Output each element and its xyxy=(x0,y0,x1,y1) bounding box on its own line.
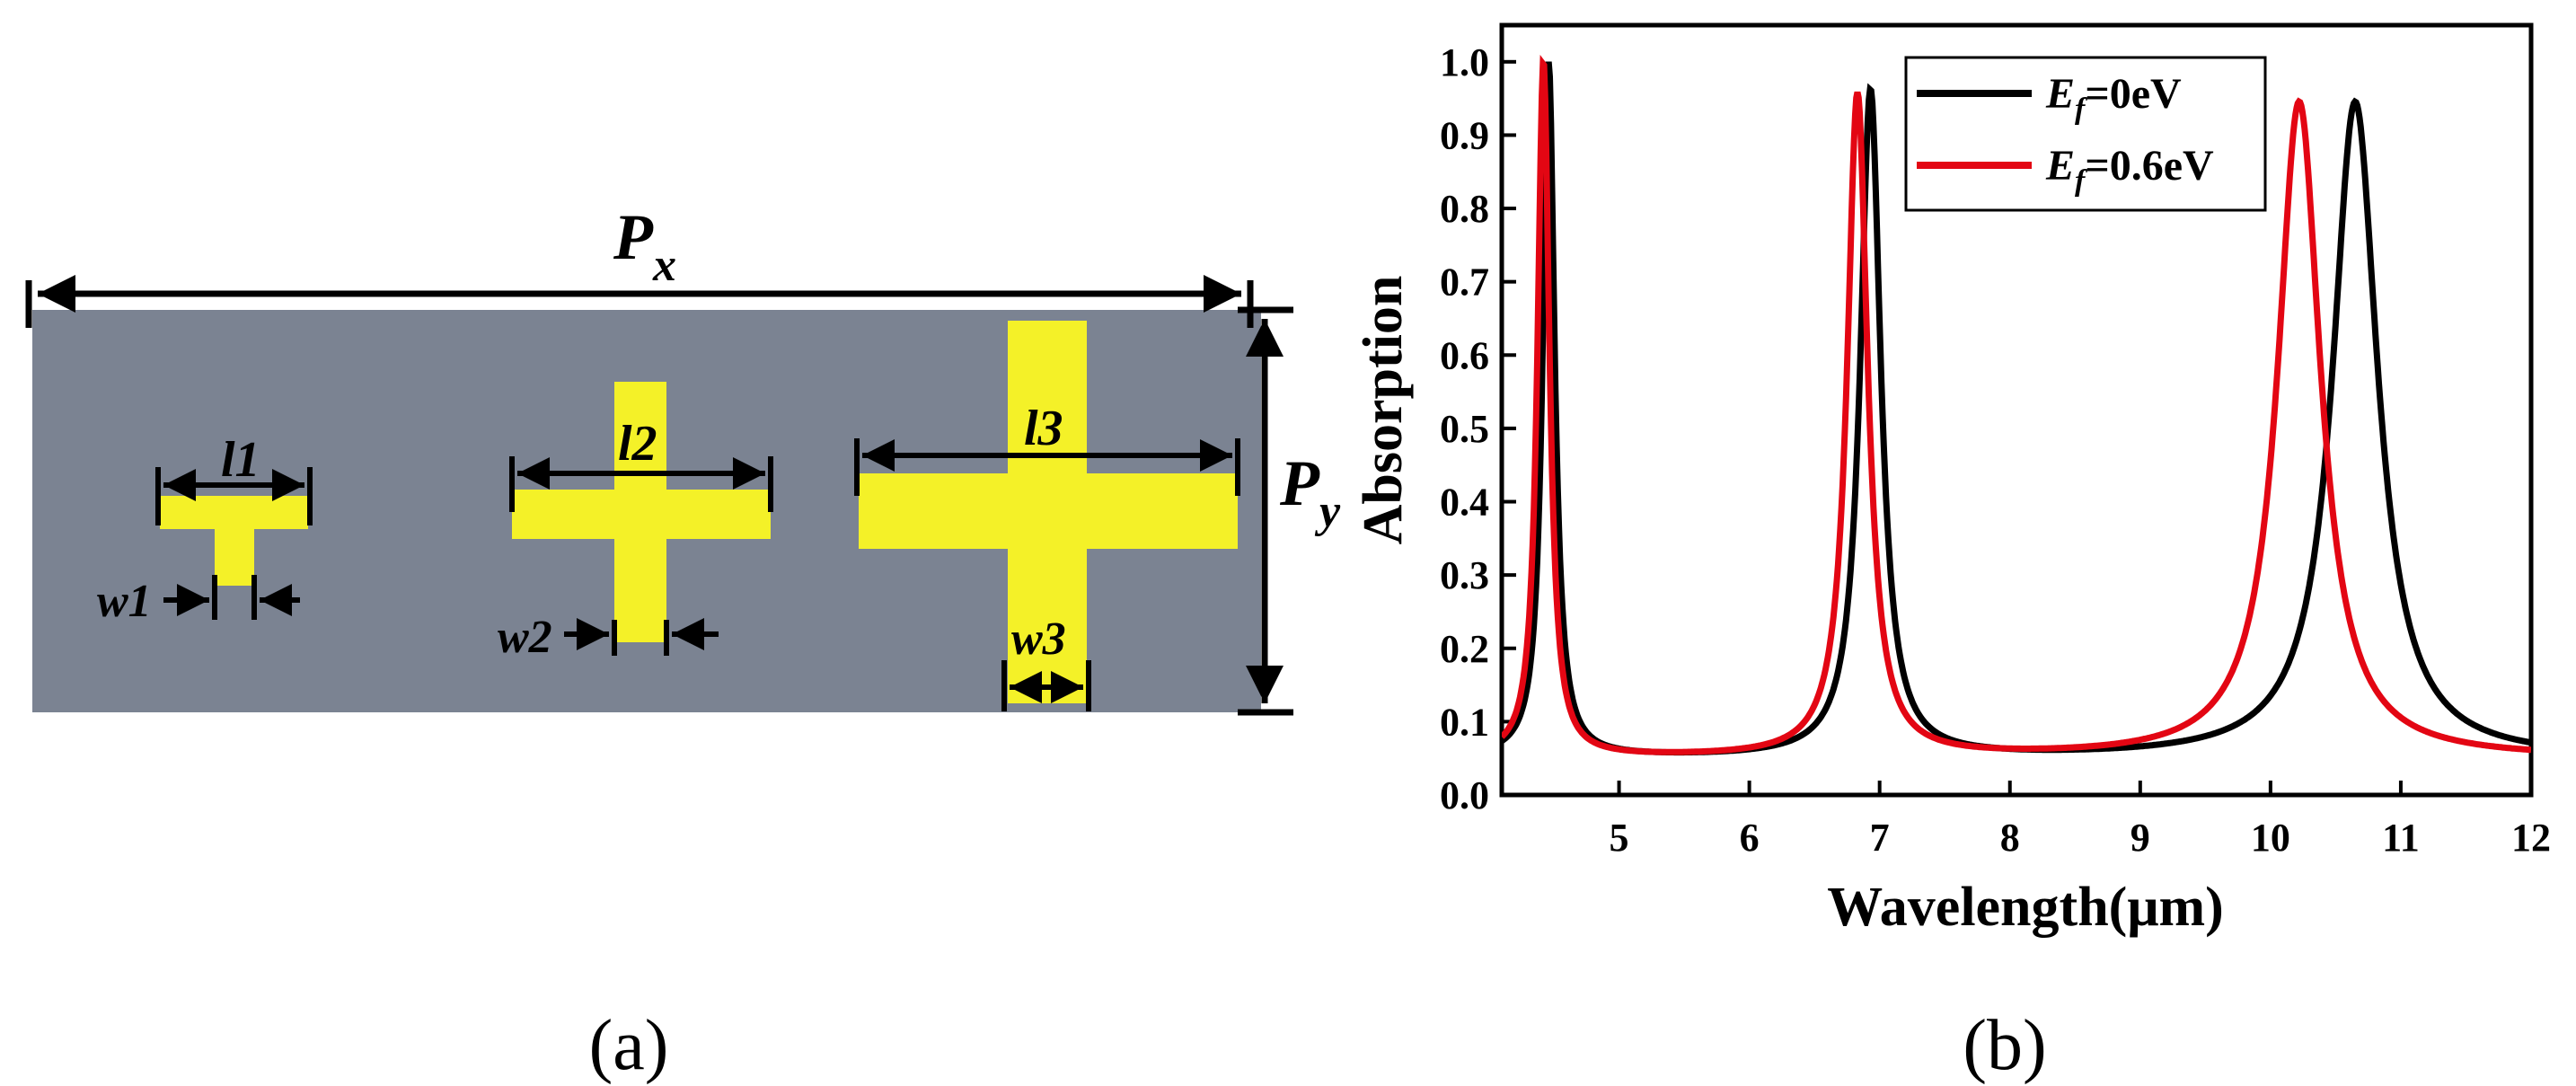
w2-dimension xyxy=(564,618,719,656)
y-tick-label: 0.2 xyxy=(1440,627,1489,671)
legend-label-1: Ef=0eV xyxy=(2045,70,2182,126)
py-dimension xyxy=(1238,306,1293,716)
x-axis-label: Wavelength(μm) xyxy=(1827,877,2224,938)
w1-dimension xyxy=(163,575,300,620)
px-label: Px xyxy=(613,201,676,291)
l3-label: l3 xyxy=(1024,401,1063,456)
x-tick-label: 6 xyxy=(1740,816,1760,860)
x-tick-label: 8 xyxy=(2000,816,2020,860)
cross-3 xyxy=(859,321,1238,703)
py-label: Py xyxy=(1279,447,1341,537)
y-tick-label: 0.9 xyxy=(1440,113,1489,157)
y-tick-label: 0.1 xyxy=(1440,700,1489,744)
x-tick-label: 10 xyxy=(2251,816,2290,860)
panel-b: 5 6 7 8 9 10 11 12 0.0 0.1 0.2 0.3 0.4 0.5 0.6 0.7 0.8 0.… xyxy=(1353,22,2551,1085)
w2-label: w2 xyxy=(498,612,552,663)
legend-label-2: Ef=0.6eV xyxy=(2045,142,2214,198)
y-tick-label: 0.7 xyxy=(1440,260,1489,305)
l3-dimension xyxy=(854,438,1240,496)
y-tick-label: 0.8 xyxy=(1440,187,1489,231)
y-axis-label: Absorption xyxy=(1353,276,1414,545)
l1-dimension xyxy=(155,467,313,525)
plot-frame xyxy=(1499,22,2534,798)
w3-dimension xyxy=(1001,660,1091,711)
l2-dimension xyxy=(509,456,773,512)
w1-label: w1 xyxy=(97,576,152,627)
x-tick-label: 11 xyxy=(2382,816,2420,860)
y-tick-label: 0.3 xyxy=(1440,553,1489,597)
x-tick-label: 7 xyxy=(1870,816,1890,860)
cross-2 xyxy=(512,382,771,642)
y-tick-label: 0.5 xyxy=(1440,407,1489,451)
legend: Ef=0eV Ef=0.6eV xyxy=(1904,56,2267,212)
absorption-chart: 5 6 7 8 9 10 11 12 0.0 0.1 0.2 0.3 0.4 0.5 0.6 0.7 0.8 0.… xyxy=(1353,22,2551,938)
legend-box xyxy=(1904,56,2267,212)
series-line-2 xyxy=(1502,54,2531,755)
panel-b-caption: (b) xyxy=(1963,1006,2046,1085)
y-tick-label: 0.6 xyxy=(1440,333,1489,377)
panel-a: Px Py l1 l2 l3 xyxy=(25,201,1341,1085)
l1-label: l1 xyxy=(221,432,260,488)
y-tick-label: 0.4 xyxy=(1440,481,1489,525)
y-tick-label: 1.0 xyxy=(1440,40,1489,84)
cross-1 xyxy=(160,496,308,586)
w3-label: w3 xyxy=(1011,614,1066,665)
x-tick-label: 9 xyxy=(2130,816,2150,860)
x-tick-label: 12 xyxy=(2511,816,2551,860)
panel-a-caption: (a) xyxy=(589,1006,669,1085)
x-tick-label: 5 xyxy=(1610,816,1629,860)
l2-label: l2 xyxy=(618,416,657,472)
y-tick-label: 0.0 xyxy=(1440,773,1489,817)
